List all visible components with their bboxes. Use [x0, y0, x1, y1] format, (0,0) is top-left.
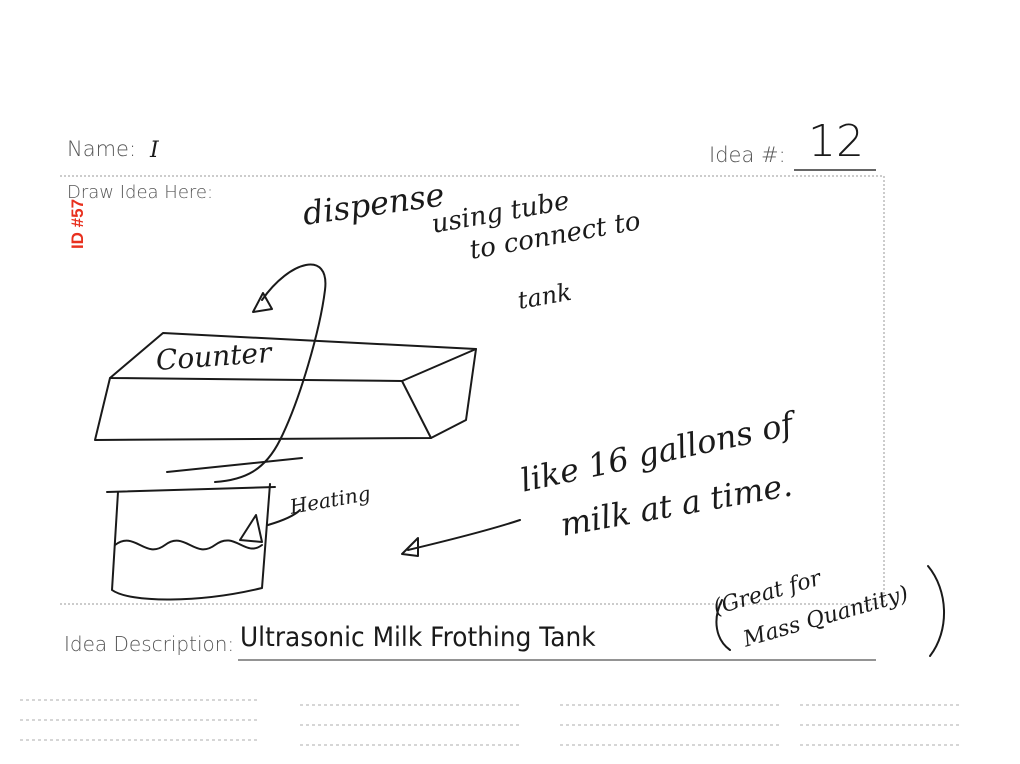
- tank-rim: [106, 457, 303, 493]
- draw-idea-label: Draw Idea Here:: [67, 182, 214, 203]
- bleed-through-pattern: [20, 699, 960, 746]
- name-label: Name:: [67, 137, 137, 161]
- dispense-arrow: [214, 263, 327, 483]
- name-value: I: [150, 138, 159, 163]
- hand-drawing: [94, 263, 946, 657]
- capacity-arrow: [407, 519, 521, 551]
- idea-description-label: Idea Description:: [64, 632, 235, 656]
- id-stamp-text: ID #57: [68, 198, 87, 250]
- tank-body: [111, 483, 271, 601]
- milk-surface: [114, 539, 263, 551]
- form-lines: [60, 169, 885, 661]
- side-note-paren: [715, 565, 946, 657]
- id-stamp: ID #57: [66, 196, 90, 252]
- heating-arrowhead: [239, 514, 263, 543]
- heating-pointer: [267, 509, 301, 526]
- idea-number-label: Idea #:: [709, 143, 786, 167]
- idea-description-value: Ultrasonic Milk Frothing Tank: [240, 622, 596, 653]
- counter-front: [94, 377, 432, 441]
- idea-number-value: 12: [808, 116, 864, 167]
- dispense-arrowhead: [252, 292, 273, 313]
- counter-side: [430, 348, 477, 439]
- capacity-arrowhead: [401, 537, 419, 557]
